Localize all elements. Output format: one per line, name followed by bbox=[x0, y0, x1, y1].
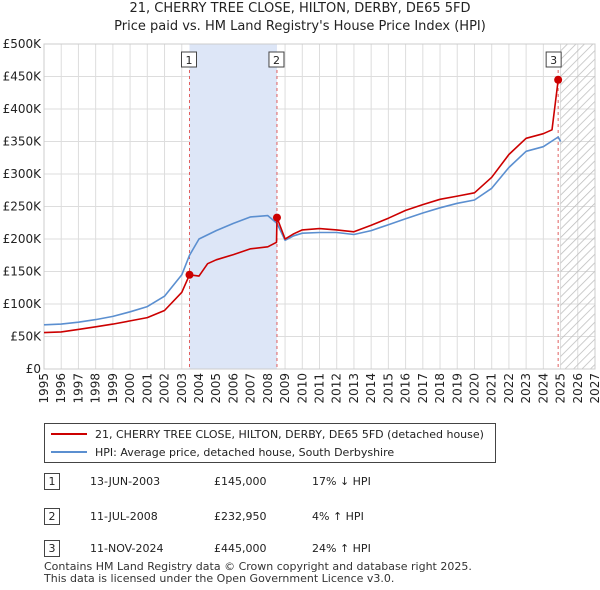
marker-label: 1 bbox=[185, 54, 192, 67]
x-tick-label: 1995 bbox=[37, 373, 51, 404]
axes: £0 £50K £100K £150K £200K £250K £300K £350K £400… bbox=[3, 37, 600, 404]
price-chart: £0 £50K £100K £150K £200K £250K £300K £350K £400… bbox=[3, 37, 600, 404]
sale-price: £445,000 bbox=[214, 542, 267, 555]
x-tick-label: 2016 bbox=[399, 373, 413, 404]
chart-title: 21, CHERRY TREE CLOSE, HILTON, DERBY, DE… bbox=[129, 1, 471, 16]
x-tick-label: 2015 bbox=[381, 373, 395, 404]
y-tick-label: £350K bbox=[3, 135, 43, 149]
x-tick-label: 2023 bbox=[519, 373, 533, 404]
x-tick-label: 2008 bbox=[261, 373, 275, 404]
legend: 21, CHERRY TREE CLOSE, HILTON, DERBY, DE… bbox=[44, 423, 496, 463]
y-tick-label: £250K bbox=[3, 200, 43, 214]
x-tick-label: 2003 bbox=[175, 373, 189, 404]
x-tick-label: 2004 bbox=[192, 373, 206, 404]
x-tick-label: 1996 bbox=[54, 373, 68, 404]
legend-swatch-hpi bbox=[51, 451, 87, 453]
sale-date: 11-JUL-2008 bbox=[90, 510, 158, 523]
sale-number: 2 bbox=[44, 508, 60, 525]
x-tick-label: 2006 bbox=[226, 373, 240, 404]
sale-hpi: 17% ↓ HPI bbox=[312, 475, 371, 488]
sale-hpi: 24% ↑ HPI bbox=[312, 542, 371, 555]
property-price-line bbox=[43, 79, 562, 334]
x-tick-label: 2011 bbox=[313, 373, 327, 404]
x-tick-label: 2000 bbox=[123, 373, 137, 404]
x-tick-label: 2017 bbox=[416, 373, 430, 404]
marker-label: 2 bbox=[273, 54, 280, 67]
sale-date: 13-JUN-2003 bbox=[90, 475, 161, 488]
y-tick-label: £150K bbox=[3, 265, 43, 279]
marker-label-box bbox=[545, 51, 562, 68]
plot-frame bbox=[43, 43, 596, 370]
table-row: 2 11-JUL-2008 £232,950 4% ↑ HPI bbox=[44, 506, 564, 526]
legend-label-property: 21, CHERRY TREE CLOSE, HILTON, DERBY, DE… bbox=[95, 427, 484, 441]
sale-markers: 1 2 3 bbox=[180, 51, 563, 279]
x-tick-label: 2021 bbox=[485, 373, 499, 404]
x-tick-label: 2014 bbox=[364, 373, 378, 404]
y-tick-label: £400K bbox=[3, 102, 43, 116]
marker-label-box bbox=[268, 51, 285, 68]
shaded-period bbox=[189, 44, 595, 369]
y-tick-label: £500K bbox=[3, 37, 43, 51]
x-tick-label: 2020 bbox=[467, 373, 481, 404]
hpi-line bbox=[43, 136, 562, 326]
sale-point bbox=[554, 75, 563, 84]
footer-copyright: Contains HM Land Registry data © Crown c… bbox=[44, 560, 472, 573]
y-tick-label: £200K bbox=[3, 232, 43, 246]
grid-lines bbox=[43, 43, 596, 370]
x-tick-label: 2018 bbox=[433, 373, 447, 404]
y-tick-label: £50K bbox=[10, 330, 42, 344]
sale-hpi: 4% ↑ HPI bbox=[312, 510, 364, 523]
legend-item-hpi: HPI: Average price, detached house, Sout… bbox=[51, 444, 394, 460]
table-row: 1 13-JUN-2003 £145,000 17% ↓ HPI bbox=[44, 471, 564, 491]
y-tick-label: £300K bbox=[3, 167, 43, 181]
forecast-hatch bbox=[560, 44, 595, 369]
x-tick-label: 2026 bbox=[571, 373, 585, 404]
x-tick-label: 2025 bbox=[554, 373, 568, 404]
marker-label-box bbox=[180, 51, 197, 68]
sale-price: £145,000 bbox=[214, 475, 267, 488]
x-tick-label: 1997 bbox=[71, 373, 85, 404]
sale-number: 1 bbox=[44, 473, 60, 490]
x-tick-label: 2007 bbox=[244, 373, 258, 404]
x-tick-label: 1998 bbox=[89, 373, 103, 404]
chart-subtitle: Price paid vs. HM Land Registry's House … bbox=[114, 19, 486, 34]
shaded-ownership-band bbox=[189, 44, 277, 369]
y-tick-label: £450K bbox=[3, 70, 43, 84]
sale-date: 11-NOV-2024 bbox=[90, 542, 164, 555]
x-tick-label: 2010 bbox=[295, 373, 309, 404]
x-tick-label: 2013 bbox=[347, 373, 361, 404]
sale-point bbox=[272, 213, 281, 222]
footer-licence: This data is licensed under the Open Gov… bbox=[44, 572, 395, 585]
x-tick-label: 1999 bbox=[106, 373, 120, 404]
table-row: 3 11-NOV-2024 £445,000 24% ↑ HPI bbox=[44, 538, 564, 558]
legend-item-property: 21, CHERRY TREE CLOSE, HILTON, DERBY, DE… bbox=[51, 426, 484, 442]
x-tick-label: 2019 bbox=[450, 373, 464, 404]
x-tick-label: 2022 bbox=[502, 373, 516, 404]
x-tick-label: 2009 bbox=[278, 373, 292, 404]
x-tick-label: 2012 bbox=[330, 373, 344, 404]
y-tick-label: £100K bbox=[3, 297, 43, 311]
sale-point bbox=[185, 270, 194, 279]
x-tick-label: 2001 bbox=[140, 373, 154, 404]
x-tick-label: 2005 bbox=[209, 373, 223, 404]
sale-price: £232,950 bbox=[214, 510, 267, 523]
x-tick-label: 2027 bbox=[588, 373, 600, 404]
x-tick-label: 2002 bbox=[158, 373, 172, 404]
x-tick-label: 2024 bbox=[536, 373, 550, 404]
legend-swatch-property bbox=[51, 433, 87, 435]
legend-label-hpi: HPI: Average price, detached house, Sout… bbox=[95, 445, 395, 459]
sale-number: 3 bbox=[44, 540, 60, 557]
y-tick-label: £0 bbox=[26, 362, 41, 376]
marker-label: 3 bbox=[550, 54, 557, 67]
